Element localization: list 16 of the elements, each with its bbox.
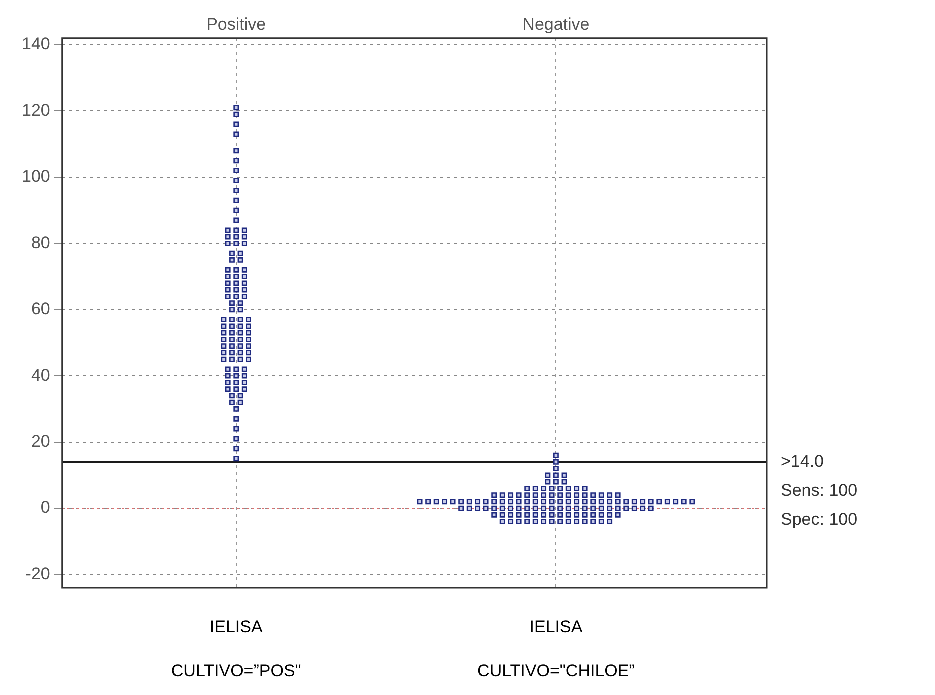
y-tick-label: 0 [40,498,50,518]
text: Sens: 100 [781,480,858,500]
ref-line-label: >14.0 [781,452,824,471]
text: IELISA CULTIVO=”POS" [171,618,302,681]
y-tick-label: 100 [22,167,50,186]
y-tick-label: 20 [31,432,50,452]
x-tick-label: Negative [522,14,590,34]
y-tick-label: -20 [26,564,50,584]
y-tick-label: 120 [22,100,50,120]
y-tick-label: 60 [31,300,50,319]
text: IELISA CULTIVO="CHILOE” [478,618,635,681]
y-tick-label: 40 [31,366,50,385]
y-tick-label: 140 [22,34,50,54]
text: Spec: 100 [781,510,858,529]
y-tick-label: 80 [31,233,50,252]
x-tick-label: Positive [206,14,266,34]
